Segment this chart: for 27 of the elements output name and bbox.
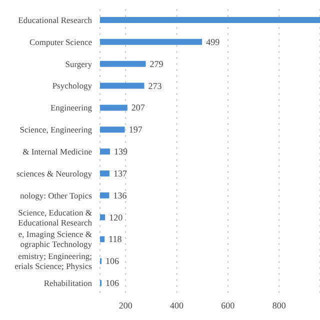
- x-tick-label: 200: [118, 300, 133, 310]
- data-label: 120: [109, 212, 124, 222]
- y-tick-label: Engineering: [50, 102, 93, 113]
- data-label: 106: [106, 256, 120, 266]
- x-tick-label: 600: [221, 300, 236, 310]
- data-label: 207: [131, 102, 146, 113]
- data-label: 106: [106, 278, 120, 288]
- y-tick-label: Computer Science: [29, 36, 92, 47]
- y-tick-label: emistry; Engineering; erials Science; Physics: [14, 251, 92, 272]
- x-tick-label: 800: [272, 300, 286, 310]
- x-tick-label: 400: [170, 300, 184, 310]
- y-tick-label: Psychology: [52, 80, 93, 91]
- data-label: 137: [113, 168, 128, 178]
- y-tick-label: Rehabilitation: [44, 278, 93, 288]
- y-tick-label: & Internal Medicine: [22, 146, 92, 156]
- y-tick-label: nology: Other Topics: [20, 190, 92, 200]
- y-tick-label: sciences & Neurology: [16, 168, 93, 178]
- y-tick-label: Science, Engineering: [20, 124, 93, 135]
- data-label: 499: [206, 36, 220, 47]
- y-tick-label: Educational Research: [18, 14, 93, 25]
- data-label: 273: [148, 80, 162, 91]
- data-label: 136: [113, 190, 128, 200]
- y-tick-label: Surgery: [65, 58, 93, 69]
- data-label: 118: [108, 234, 122, 244]
- data-label: 139: [114, 146, 128, 157]
- data-label: 197: [128, 124, 143, 135]
- data-label: 279: [150, 58, 164, 69]
